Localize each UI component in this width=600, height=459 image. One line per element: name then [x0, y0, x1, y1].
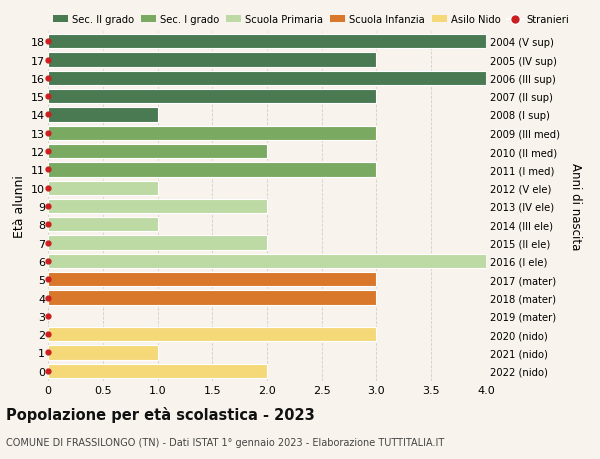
- Legend: Sec. II grado, Sec. I grado, Scuola Primaria, Scuola Infanzia, Asilo Nido, Stran: Sec. II grado, Sec. I grado, Scuola Prim…: [53, 16, 569, 25]
- Bar: [48, 126, 377, 140]
- Bar: [48, 346, 157, 360]
- Bar: [48, 181, 157, 196]
- Bar: [48, 53, 377, 67]
- Bar: [48, 199, 267, 214]
- Bar: [48, 90, 377, 104]
- Bar: [48, 364, 267, 378]
- Bar: [48, 291, 377, 305]
- Y-axis label: Età alunni: Età alunni: [13, 175, 26, 238]
- Bar: [48, 273, 377, 287]
- Bar: [48, 72, 486, 86]
- Y-axis label: Anni di nascita: Anni di nascita: [569, 163, 581, 250]
- Bar: [48, 254, 486, 269]
- Bar: [48, 218, 157, 232]
- Text: Popolazione per età scolastica - 2023: Popolazione per età scolastica - 2023: [6, 406, 315, 422]
- Bar: [48, 108, 157, 123]
- Bar: [48, 35, 486, 49]
- Bar: [48, 327, 377, 341]
- Text: COMUNE DI FRASSILONGO (TN) - Dati ISTAT 1° gennaio 2023 - Elaborazione TUTTITALI: COMUNE DI FRASSILONGO (TN) - Dati ISTAT …: [6, 437, 444, 447]
- Bar: [48, 163, 377, 177]
- Bar: [48, 236, 267, 250]
- Bar: [48, 145, 267, 159]
